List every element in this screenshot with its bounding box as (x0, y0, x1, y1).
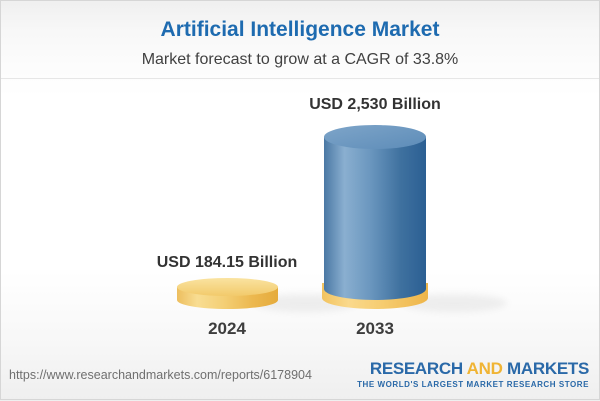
logo-word-and: AND (466, 359, 503, 379)
logo-word-markets: MARKETS (507, 359, 589, 379)
page-subtitle: Market forecast to grow at a CAGR of 33.… (141, 51, 459, 68)
page-title: Artificial Intelligence Market (160, 18, 440, 41)
report-url: https://www.researchandmarkets.com/repor… (9, 368, 312, 382)
cylinder-body-2033 (324, 137, 426, 300)
value-label-2033: USD 2,530 Billion (309, 96, 441, 113)
chart-header: Artificial Intelligence Market Market fo… (1, 1, 599, 69)
value-label-2024: USD 184.15 Billion (156, 254, 298, 271)
category-label-2024: 2024 (208, 319, 246, 338)
category-label-2033: 2033 (356, 319, 394, 338)
logo-wordmark: RESEARCH AND MARKETS (357, 359, 589, 379)
header-divider (1, 78, 599, 79)
footer: https://www.researchandmarkets.com/repor… (1, 351, 599, 399)
cylinder-top-2024 (177, 278, 278, 296)
research-and-markets-logo: RESEARCH AND MARKETS THE WORLD'S LARGEST… (357, 359, 589, 389)
logo-word-research: RESEARCH (369, 359, 463, 379)
cylinder-top-2033 (324, 125, 426, 149)
logo-tagline: THE WORLD'S LARGEST MARKET RESEARCH STOR… (357, 379, 589, 389)
